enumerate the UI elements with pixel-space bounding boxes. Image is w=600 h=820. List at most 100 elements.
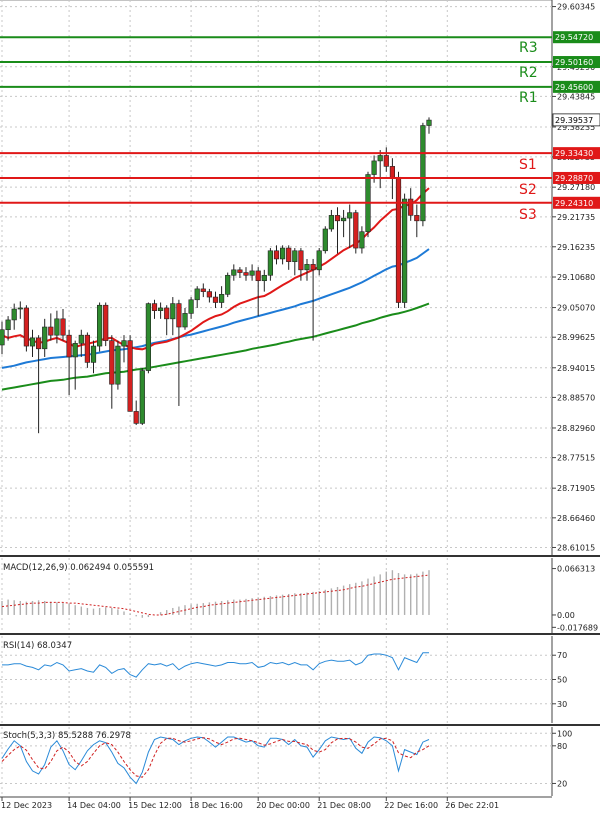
rsi-grid bbox=[0, 636, 552, 723]
candle-body bbox=[267, 250, 274, 276]
level-price-tag bbox=[553, 196, 600, 209]
macd-label: MACD(12,26,9) 0.062494 0.055591 bbox=[3, 563, 154, 573]
x-tick-label: 12 Dec 2023 bbox=[1, 801, 52, 810]
candle-body bbox=[401, 198, 408, 303]
price-y-tick-label: 29.21735 bbox=[557, 213, 595, 222]
candle-body bbox=[249, 270, 255, 276]
candle-body bbox=[212, 296, 219, 303]
x-tick-label: 18 Dec 16:00 bbox=[189, 801, 243, 810]
stoch-panel: 100 80 20 Stoch(5,3,3) 85.5288 76.2978 bbox=[0, 727, 572, 796]
stoch-label: Stoch(5,3,3) 85.5288 76.2978 bbox=[3, 731, 131, 741]
candle-body bbox=[5, 319, 11, 331]
candle-body bbox=[103, 304, 109, 341]
candle-body bbox=[109, 340, 115, 385]
rsi-panel: 70 50 30 RSI(14) 68.0347 bbox=[0, 636, 567, 723]
price-y-tick-label: 28.61015 bbox=[557, 543, 595, 552]
candle-body bbox=[11, 308, 17, 321]
level-price-label: 29.45600 bbox=[555, 83, 593, 92]
candle-body bbox=[90, 345, 97, 363]
level-price-label: 29.50160 bbox=[555, 58, 593, 67]
candle-body bbox=[23, 307, 30, 347]
candle-body bbox=[200, 288, 206, 292]
level-name-r3: R3 bbox=[519, 40, 538, 56]
candle-body bbox=[72, 343, 78, 358]
rsi-y-tick-label: 70 bbox=[557, 651, 567, 660]
candle-body bbox=[328, 215, 335, 230]
level-price-label: 29.24310 bbox=[555, 199, 593, 208]
price-y-tick-label: 28.77515 bbox=[557, 454, 595, 463]
price-y-tick-label: 29.16235 bbox=[557, 243, 595, 252]
candle-body bbox=[158, 307, 164, 311]
price-y-tick-label: 28.94015 bbox=[557, 364, 595, 373]
candle-body bbox=[60, 318, 66, 336]
stoch-main-polyline bbox=[1, 736, 430, 785]
candle-body bbox=[97, 304, 103, 347]
rsi-label: RSI(14) 68.0347 bbox=[3, 641, 72, 651]
level-name-s2: S2 bbox=[519, 182, 537, 198]
candle-body bbox=[0, 329, 5, 346]
last-price-marker: 29.39537 bbox=[552, 113, 600, 127]
candle-body bbox=[133, 411, 139, 424]
stoch-y-tick-label: 100 bbox=[557, 729, 572, 738]
candle-body bbox=[408, 198, 414, 216]
candle-body bbox=[304, 264, 310, 271]
x-tick-label: 26 Dec 22:01 bbox=[445, 801, 499, 810]
rsi-y-tick-label: 50 bbox=[557, 676, 567, 685]
candle-body bbox=[359, 231, 365, 249]
macd-panel: 0.066313 0.00 -0.017689 MACD(12,26,9) 0.06… bbox=[1, 558, 598, 633]
candle-body bbox=[164, 307, 170, 320]
stoch-y-tick-label: 80 bbox=[557, 742, 567, 751]
candle-body bbox=[121, 340, 127, 347]
candle-body bbox=[322, 228, 328, 252]
macd-y-tick-label: 0.00 bbox=[557, 611, 575, 620]
candle-body bbox=[182, 313, 188, 328]
pivot-levels: R3 29.54720 R2 29.50160 R1 29.45600 S1 29.33430… bbox=[0, 31, 600, 223]
candle-body bbox=[54, 318, 60, 336]
candle-body bbox=[231, 269, 237, 276]
candle-body bbox=[316, 250, 322, 271]
candle-body bbox=[170, 303, 176, 320]
candle-body bbox=[298, 250, 304, 271]
level-name-r1: R1 bbox=[519, 90, 538, 106]
x-tick-label: 20 Dec 00:00 bbox=[256, 801, 310, 810]
price-y-tick-label: 29.60345 bbox=[557, 3, 595, 12]
price-panel: 29.6034529.4929029.4384529.3823529.32735… bbox=[0, 0, 600, 556]
macd-histogram bbox=[1, 570, 430, 618]
level-name-s3: S3 bbox=[519, 207, 537, 223]
candle-body bbox=[194, 288, 200, 301]
x-tick-label: 15 Dec 12:00 bbox=[128, 801, 182, 810]
x-axis: 12 Dec 2023 14 Dec 04:00 15 Dec 12:00 18 De… bbox=[1, 797, 499, 810]
candle-body bbox=[139, 370, 145, 424]
x-tick-label: 21 Dec 08:00 bbox=[317, 801, 371, 810]
stoch-lines bbox=[1, 736, 430, 785]
candle-body bbox=[420, 125, 426, 222]
price-y-tick-label: 28.66460 bbox=[557, 514, 595, 523]
candle-body bbox=[261, 274, 267, 282]
level-name-r2: R2 bbox=[519, 65, 538, 81]
candle-body bbox=[389, 166, 396, 178]
candle-body bbox=[334, 215, 341, 222]
last-price-label: 29.39537 bbox=[555, 116, 593, 125]
candle-body bbox=[286, 247, 292, 262]
candle-body bbox=[243, 272, 249, 276]
candle-body bbox=[255, 270, 261, 282]
macd-y-axis: 0.066313 0.00 -0.017689 bbox=[552, 565, 598, 632]
candle-body bbox=[176, 303, 182, 328]
price-y-tick-label: 28.71905 bbox=[557, 484, 595, 493]
level-name-s1: S1 bbox=[519, 157, 537, 173]
price-y-tick-label: 29.38235 bbox=[557, 123, 595, 132]
candle-body bbox=[127, 340, 133, 412]
candle-body bbox=[84, 334, 90, 363]
candle-body bbox=[395, 176, 402, 303]
candle-body bbox=[42, 326, 48, 350]
price-y-tick-label: 29.43845 bbox=[557, 92, 595, 101]
level-price-tag bbox=[553, 56, 600, 69]
candle-body bbox=[347, 212, 353, 219]
candle-body bbox=[237, 269, 243, 273]
candle-body bbox=[225, 274, 231, 295]
rsi-line bbox=[2, 652, 429, 678]
level-price-tag bbox=[553, 31, 600, 44]
ma-slow-line bbox=[1, 302, 430, 391]
